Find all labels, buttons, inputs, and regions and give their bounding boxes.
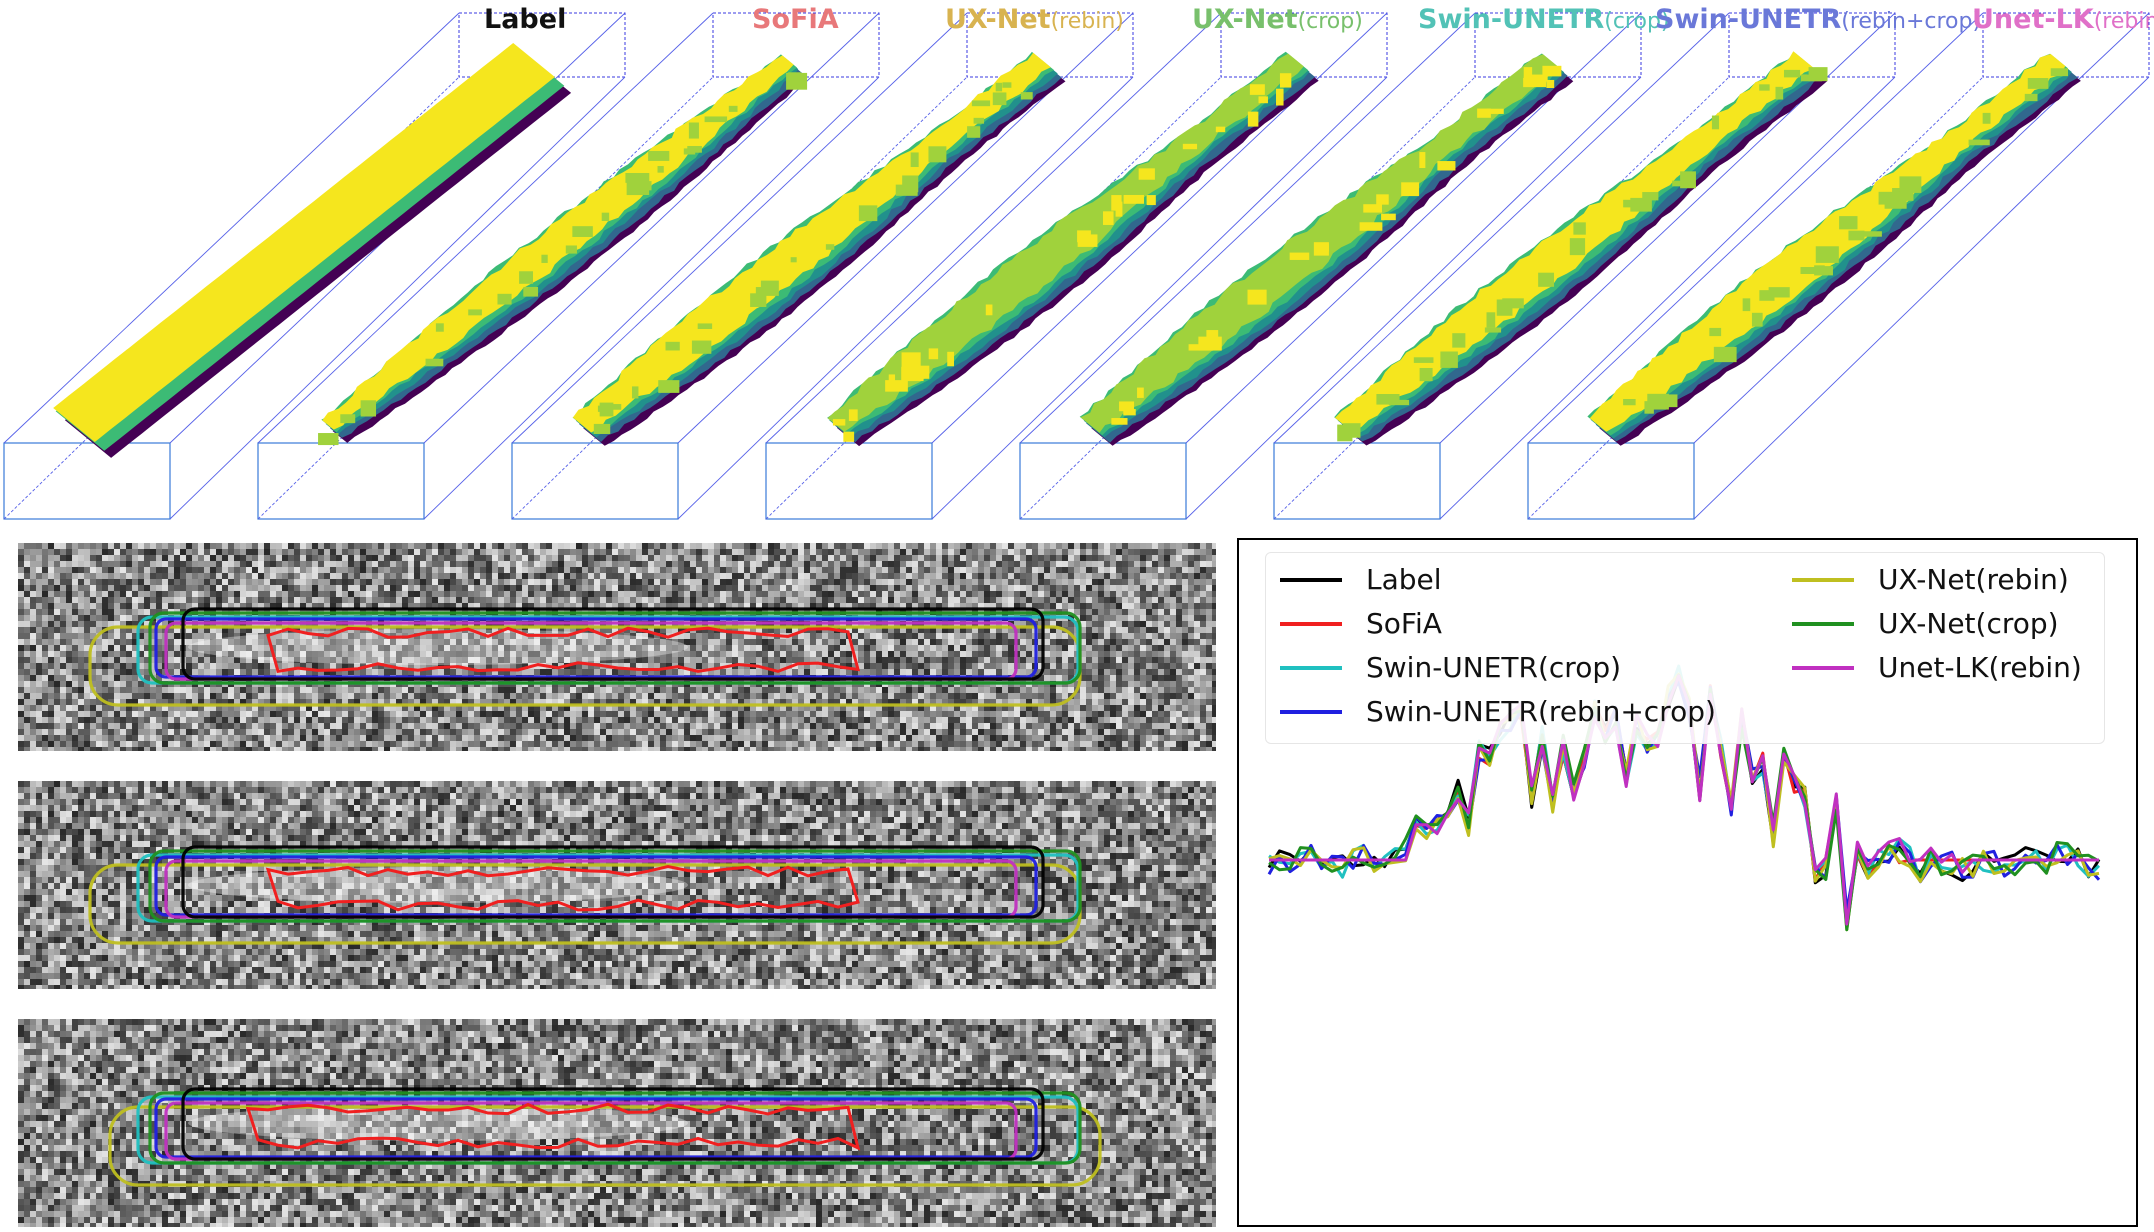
render-box-6 — [1527, 12, 2150, 520]
legend-swatch — [1280, 665, 1342, 670]
legend-entry-swin-rebin-crop: Swin-UNETR(rebin+crop) — [1280, 695, 1716, 728]
render-title-swin-rebin-crop: Swin-UNETR(rebin+crop) — [1655, 4, 1981, 35]
render-title-unetlk-rebin: Unet-LK(rebin) — [1972, 4, 2154, 35]
legend-swatch — [1792, 577, 1854, 582]
legend-entry-swin-crop: Swin-UNETR(crop) — [1280, 651, 1621, 684]
legend-entry-label: Label — [1280, 563, 1442, 596]
slice-panel-1 — [18, 543, 1216, 751]
plot-legend: Label SoFiA Swin-UNETR(crop) Swin-UNETR(… — [1265, 552, 2105, 744]
legend-swatch — [1792, 621, 1854, 626]
slice-panel-2 — [18, 781, 1216, 989]
render-box-4 — [1019, 12, 1642, 520]
slice-contours — [88, 607, 1082, 707]
render-box-2 — [511, 12, 1134, 520]
render-title-label: Label — [484, 4, 566, 35]
slice-noise — [18, 543, 1216, 751]
legend-swatch — [1280, 621, 1342, 626]
render-title-sofia: SoFiA — [752, 4, 839, 35]
volume-renders-canvas — [3, 12, 2150, 520]
render-box-1 — [257, 12, 880, 520]
legend-entry-uxnet-rebin: UX-Net(rebin) — [1792, 563, 2069, 596]
legend-swatch — [1280, 577, 1342, 582]
render-box-0 — [3, 12, 626, 520]
legend-entry-unetlk-rebin: Unet-LK(rebin) — [1792, 651, 2082, 684]
legend-swatch — [1792, 665, 1854, 670]
render-box-3 — [765, 12, 1388, 520]
volume-renders-row: Label SoFiA UX-Net(rebin) UX-Net(crop) S… — [0, 0, 2154, 530]
legend-swatch — [1280, 709, 1342, 714]
slice-panel-3 — [18, 1019, 1216, 1227]
legend-entry-uxnet-crop: UX-Net(crop) — [1792, 607, 2059, 640]
legend-entry-sofia: SoFiA — [1280, 607, 1442, 640]
slice-contours — [108, 1087, 1102, 1187]
render-title-swin-crop: Swin-UNETR(crop) — [1418, 4, 1670, 35]
slice-contours — [88, 845, 1082, 945]
render-title-uxnet-crop: UX-Net(crop) — [1192, 4, 1363, 35]
render-title-uxnet-rebin: UX-Net(rebin) — [945, 4, 1124, 35]
render-box-5 — [1273, 12, 1896, 520]
